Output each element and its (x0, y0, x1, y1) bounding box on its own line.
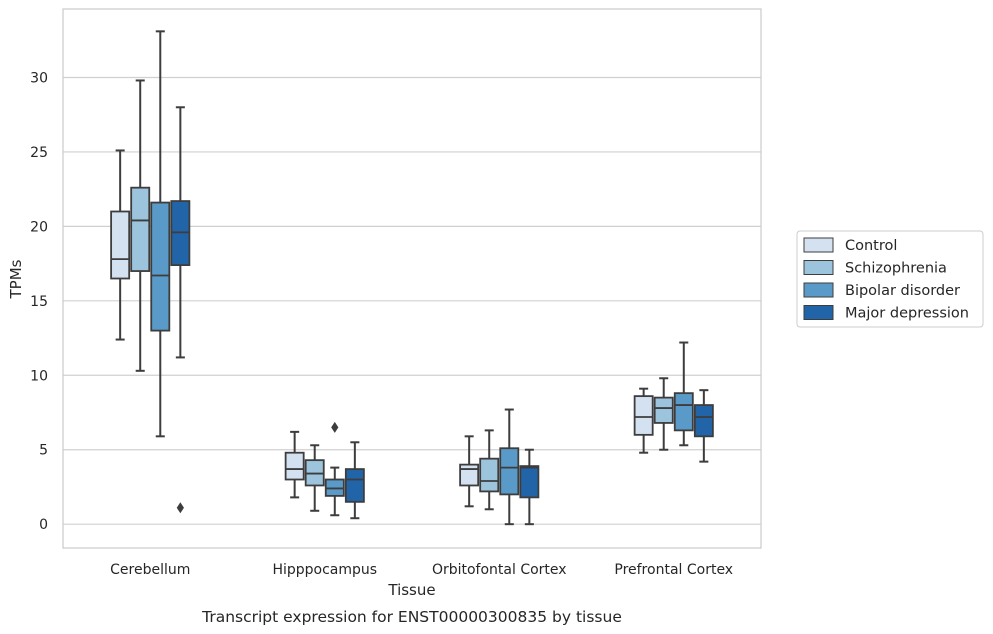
box-iqr (344, 468, 365, 503)
legend-label: Major depression (845, 306, 969, 322)
box-iqr (150, 201, 171, 332)
y-tick-label: 30 (30, 70, 48, 86)
x-tick-labels: Cerebellum Hipppocampus Orbitofontal Corte… (110, 562, 733, 578)
legend-label: Schizophrenia (845, 261, 947, 277)
legend-frame (796, 230, 984, 328)
box-control (633, 387, 654, 454)
box-iqr (130, 186, 151, 272)
box-major-depression (693, 389, 714, 463)
legend-swatch (803, 237, 834, 253)
box-iqr (693, 404, 714, 438)
y-axis-title: TPMs (7, 259, 25, 299)
box-iqr (499, 447, 520, 496)
box-major-depression (519, 448, 540, 526)
box-bipolar-disorder (499, 408, 520, 526)
grid-lines (63, 76, 761, 525)
legend-label: Bipolar disorder (845, 283, 960, 299)
x-tick-label: Hipppocampus (272, 562, 377, 578)
box-schizophrenia (479, 429, 500, 511)
box-schizophrenia (653, 377, 674, 451)
outlier-point (331, 421, 339, 433)
box-iqr (479, 457, 500, 493)
y-tick-label: 25 (30, 145, 48, 161)
y-tick-label: 0 (39, 517, 48, 533)
x-axis-title: Tissue (387, 581, 435, 599)
box-iqr (459, 463, 480, 487)
box-schizophrenia (304, 444, 325, 512)
box-control (110, 149, 131, 341)
plot-background (63, 9, 761, 548)
box-iqr (110, 210, 131, 280)
y-tick-labels: 0 5 10 15 20 25 30 (30, 70, 48, 533)
y-tick-label: 15 (30, 294, 48, 310)
y-tick-label: 20 (30, 219, 48, 235)
box-schizophrenia (130, 79, 151, 372)
box-major-depression (344, 441, 365, 520)
box-iqr (653, 396, 674, 424)
box-series (110, 30, 714, 526)
x-tick-label: Orbitofontal Cortex (432, 562, 567, 578)
legend-swatch (803, 305, 834, 320)
box-bipolar-disorder (324, 421, 345, 517)
outlier-point (176, 502, 184, 514)
box-control (284, 430, 305, 499)
y-tick-label: 5 (39, 443, 48, 459)
legend-label: Control (845, 238, 897, 254)
chart-caption: Transcript expression for ENST0000030083… (201, 608, 622, 626)
legend: Control Schizophrenia Bipolar disorder Majo… (796, 230, 984, 328)
legend-swatch (803, 260, 834, 275)
box-iqr (673, 392, 694, 432)
box-bipolar-disorder (150, 30, 171, 438)
x-tick-label: Prefrontal Cortex (614, 562, 733, 578)
box-major-depression (170, 106, 191, 514)
legend-swatch (803, 282, 834, 298)
box-iqr (284, 451, 305, 481)
box-iqr (633, 395, 654, 436)
box-control (459, 435, 480, 508)
x-tick-label: Cerebellum (110, 562, 190, 578)
box-iqr (519, 465, 540, 499)
y-tick-label: 10 (30, 368, 48, 384)
plot-frame (62, 8, 762, 549)
box-bipolar-disorder (673, 341, 694, 447)
